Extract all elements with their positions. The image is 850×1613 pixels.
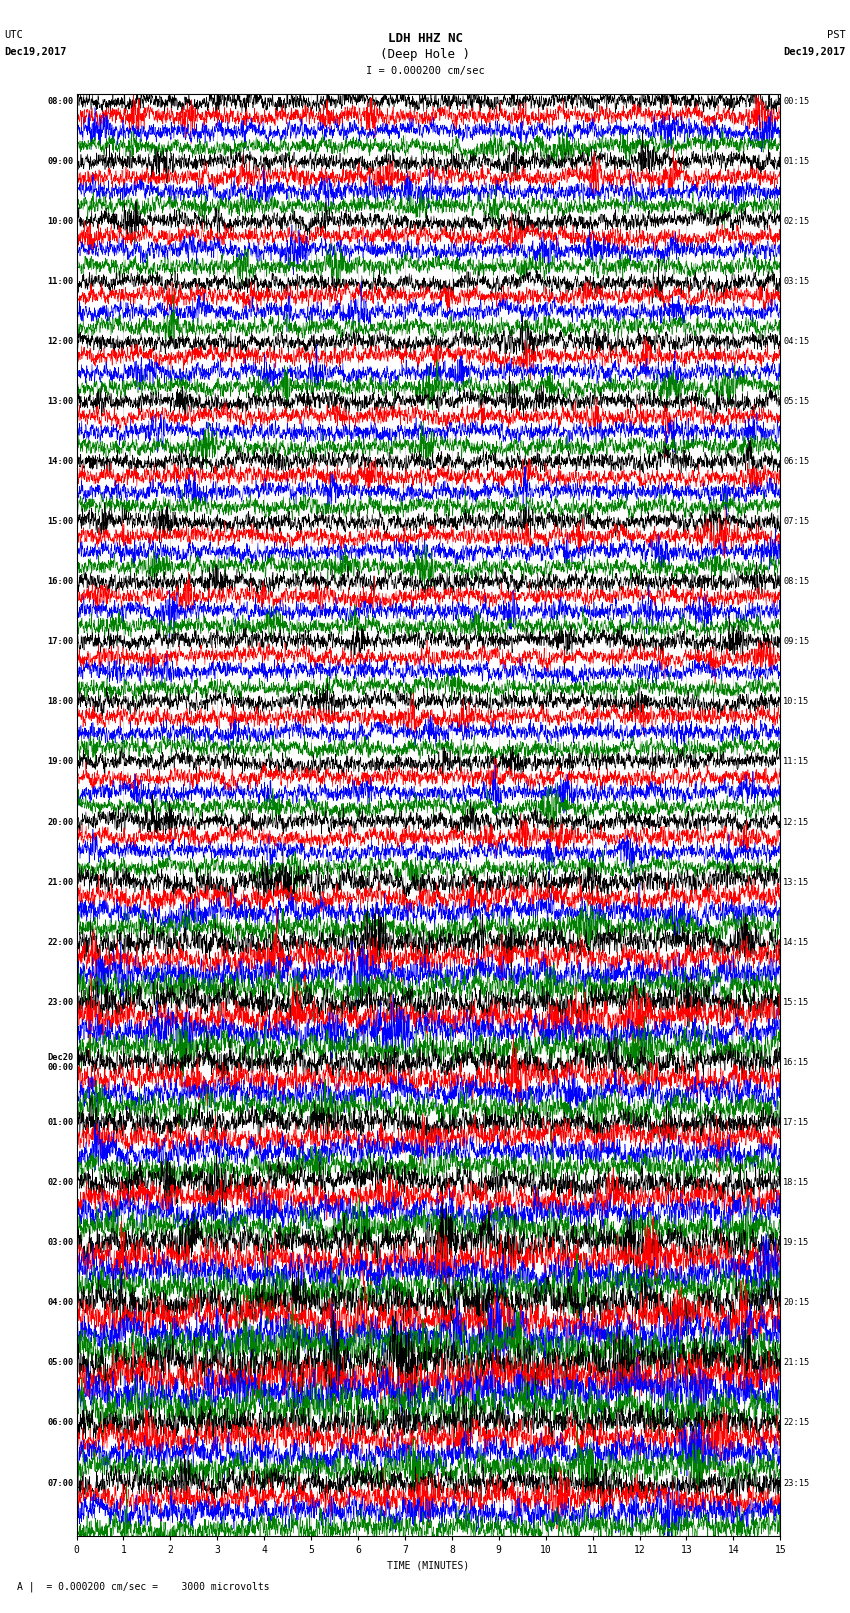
Text: 16:00: 16:00	[48, 577, 74, 586]
Text: 10:15: 10:15	[783, 697, 809, 706]
Text: 03:15: 03:15	[783, 277, 809, 286]
Text: 23:00: 23:00	[48, 998, 74, 1007]
Text: 23:15: 23:15	[783, 1479, 809, 1487]
Text: A |  = 0.000200 cm/sec =    3000 microvolts: A | = 0.000200 cm/sec = 3000 microvolts	[17, 1582, 269, 1592]
Text: 07:00: 07:00	[48, 1479, 74, 1487]
X-axis label: TIME (MINUTES): TIME (MINUTES)	[388, 1560, 469, 1569]
Text: 18:00: 18:00	[48, 697, 74, 706]
Text: Dec19,2017: Dec19,2017	[4, 47, 67, 56]
Text: 11:15: 11:15	[783, 758, 809, 766]
Text: 04:15: 04:15	[783, 337, 809, 345]
Text: 08:00: 08:00	[48, 97, 74, 105]
Text: 22:00: 22:00	[48, 937, 74, 947]
Text: 16:15: 16:15	[783, 1058, 809, 1066]
Text: PST: PST	[827, 31, 846, 40]
Text: 01:15: 01:15	[783, 156, 809, 166]
Text: 20:15: 20:15	[783, 1298, 809, 1307]
Text: 04:00: 04:00	[48, 1298, 74, 1307]
Text: 22:15: 22:15	[783, 1418, 809, 1428]
Text: 17:15: 17:15	[783, 1118, 809, 1127]
Text: 10:00: 10:00	[48, 216, 74, 226]
Text: 02:15: 02:15	[783, 216, 809, 226]
Text: 14:15: 14:15	[783, 937, 809, 947]
Text: 09:00: 09:00	[48, 156, 74, 166]
Text: 00:15: 00:15	[783, 97, 809, 105]
Text: 02:00: 02:00	[48, 1177, 74, 1187]
Text: LDH HHZ NC: LDH HHZ NC	[388, 32, 462, 45]
Text: 05:00: 05:00	[48, 1358, 74, 1368]
Text: 15:00: 15:00	[48, 518, 74, 526]
Text: UTC: UTC	[4, 31, 23, 40]
Text: (Deep Hole ): (Deep Hole )	[380, 48, 470, 61]
Text: 09:15: 09:15	[783, 637, 809, 647]
Text: 11:00: 11:00	[48, 277, 74, 286]
Text: Dec20
00:00: Dec20 00:00	[48, 1053, 74, 1073]
Text: 20:00: 20:00	[48, 818, 74, 826]
Text: 17:00: 17:00	[48, 637, 74, 647]
Text: 14:00: 14:00	[48, 456, 74, 466]
Text: 18:15: 18:15	[783, 1177, 809, 1187]
Text: 12:15: 12:15	[783, 818, 809, 826]
Text: 12:00: 12:00	[48, 337, 74, 345]
Text: 07:15: 07:15	[783, 518, 809, 526]
Text: I = 0.000200 cm/sec: I = 0.000200 cm/sec	[366, 66, 484, 76]
Text: 05:15: 05:15	[783, 397, 809, 406]
Text: 13:00: 13:00	[48, 397, 74, 406]
Text: 01:00: 01:00	[48, 1118, 74, 1127]
Text: 19:00: 19:00	[48, 758, 74, 766]
Text: 03:00: 03:00	[48, 1239, 74, 1247]
Text: 06:15: 06:15	[783, 456, 809, 466]
Text: 08:15: 08:15	[783, 577, 809, 586]
Text: 21:15: 21:15	[783, 1358, 809, 1368]
Text: 19:15: 19:15	[783, 1239, 809, 1247]
Text: 15:15: 15:15	[783, 998, 809, 1007]
Text: 21:00: 21:00	[48, 877, 74, 887]
Text: 06:00: 06:00	[48, 1418, 74, 1428]
Text: 13:15: 13:15	[783, 877, 809, 887]
Text: Dec19,2017: Dec19,2017	[783, 47, 846, 56]
